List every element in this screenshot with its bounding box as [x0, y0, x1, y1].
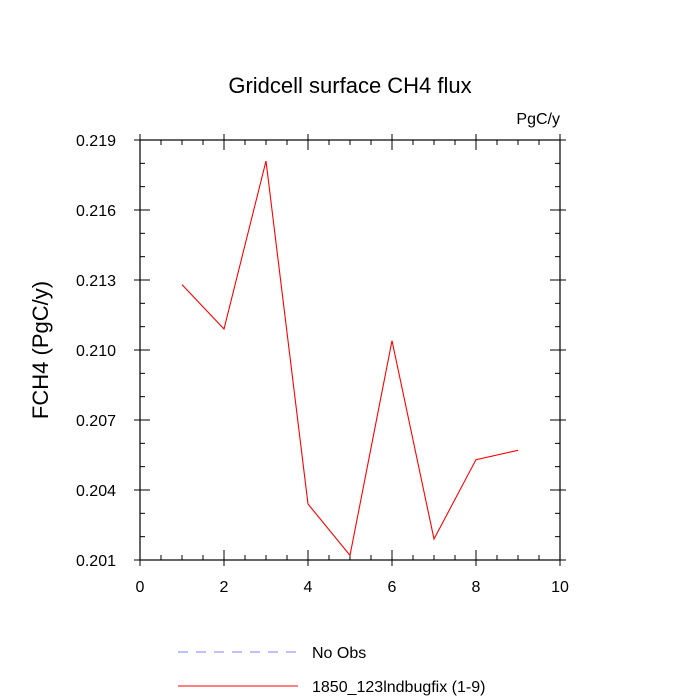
legend: No Obs 1850_123lndbugfix (1-9): [178, 645, 485, 696]
y-tick-label: 0.204: [76, 483, 116, 500]
series-line: [181, 160, 519, 557]
y-tick-label: 0.216: [76, 203, 116, 220]
x-tick-label: 10: [551, 579, 569, 596]
series-layer: [181, 160, 519, 557]
legend-label: 1850_123lndbugfix (1-9): [312, 679, 485, 696]
x-tick-label: 0: [136, 579, 145, 596]
y-axis-label: FCH4 (PgC/y): [28, 281, 53, 419]
x-tick-label: 8: [472, 579, 481, 596]
x-ticks: 0 2 4 6 8 10: [136, 134, 569, 596]
chart-title: Gridcell surface CH4 flux: [228, 73, 471, 98]
x-tick-label: 4: [304, 579, 313, 596]
x-tick-label: 6: [388, 579, 397, 596]
units-label: PgC/y: [516, 111, 560, 128]
y-tick-label: 0.210: [76, 343, 116, 360]
y-ticks: 0.201 0.204 0.207 0.210 0.213 0.216 0.219: [76, 133, 566, 570]
y-tick-label: 0.207: [76, 413, 116, 430]
plot-frame: [139, 139, 561, 561]
legend-label: No Obs: [312, 645, 366, 662]
y-tick-label: 0.219: [76, 133, 116, 150]
y-tick-label: 0.213: [76, 273, 116, 290]
y-tick-label: 0.201: [76, 553, 116, 570]
x-tick-label: 2: [220, 579, 229, 596]
